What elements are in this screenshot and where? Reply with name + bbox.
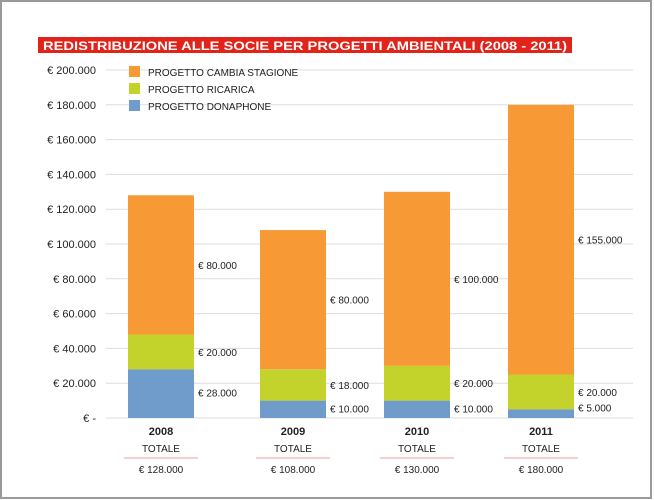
y-tick-label: € 200.000 — [47, 65, 96, 77]
y-tick-label: € 20.000 — [53, 378, 96, 390]
totals-header: TOTALE — [274, 444, 312, 455]
y-tick-label: € 80.000 — [53, 274, 96, 286]
chart-title-background — [38, 37, 572, 53]
bar-segment-2008-1 — [128, 334, 194, 370]
y-tick-label: € 100.000 — [47, 239, 96, 251]
bar-segment-2008-2 — [128, 195, 194, 335]
bar-segment-2009-2 — [260, 230, 326, 370]
data-label: € 10.000 — [330, 404, 369, 415]
legend-swatch — [129, 83, 140, 94]
x-tick-label: 2008 — [149, 426, 173, 438]
totals-table: 2008 TOTALE € 128.000 2009 TOTALE € 108.000 20… — [124, 426, 578, 476]
totals-header: TOTALE — [142, 444, 180, 455]
chart-title: REDISTRIBUZIONE ALLE SOCIE PER PROGETTI … — [43, 39, 567, 53]
bar-segment-2009-0 — [260, 400, 326, 418]
data-label: € 10.000 — [454, 404, 493, 415]
y-tick-label: € 160.000 — [47, 135, 96, 147]
legend: PROGETTO CAMBIA STAGIONE PROGETTO RICARIC… — [129, 66, 299, 113]
chart-title-group: REDISTRIBUZIONE ALLE SOCIE PER PROGETTI … — [38, 37, 572, 53]
bar-segment-2010-1 — [384, 365, 450, 401]
bar-segment-2011-0 — [508, 409, 574, 418]
totals-header: TOTALE — [398, 444, 436, 455]
data-label: € 20.000 — [454, 379, 493, 390]
total-value: € 130.000 — [395, 465, 440, 476]
data-label: € 20.000 — [198, 348, 237, 359]
data-label: € 155.000 — [578, 236, 623, 247]
y-tick-label: € 140.000 — [47, 169, 96, 181]
total-value: € 180.000 — [519, 465, 564, 476]
bar-segment-2010-0 — [384, 400, 450, 418]
x-tick-label: 2009 — [281, 426, 305, 438]
data-label: € 18.000 — [330, 381, 369, 392]
data-label: € 80.000 — [198, 261, 237, 272]
y-tick-label: € 60.000 — [53, 309, 96, 321]
y-tick-label: € - — [83, 413, 96, 425]
y-tick-label: € 180.000 — [47, 100, 96, 112]
legend-swatch — [129, 66, 140, 77]
bar-segment-2008-0 — [128, 369, 194, 418]
y-tick-label: € 40.000 — [53, 343, 96, 355]
x-tick-label: 2011 — [529, 426, 553, 438]
x-tick-label: 2010 — [405, 426, 429, 438]
bar-segment-2010-2 — [384, 191, 450, 366]
bars: € 28.000 € 20.000 € 80.000 € 10.000 € 18.000… — [128, 104, 623, 418]
bar-segment-2011-1 — [508, 374, 574, 410]
legend-label: PROGETTO DONAPHONE — [148, 102, 271, 113]
y-axis: € - € 20.000 € 40.000 € 60.000 € 80.000 € 100… — [47, 65, 96, 425]
data-label: € 100.000 — [454, 275, 499, 286]
bar-segment-2011-2 — [508, 104, 574, 375]
data-label: € 80.000 — [330, 296, 369, 307]
bar-segment-2009-1 — [260, 369, 326, 401]
legend-swatch — [129, 100, 140, 111]
y-tick-label: € 120.000 — [47, 204, 96, 216]
legend-label: PROGETTO CAMBIA STAGIONE — [148, 68, 299, 79]
total-value: € 128.000 — [139, 465, 184, 476]
total-value: € 108.000 — [271, 465, 316, 476]
totals-header: TOTALE — [522, 444, 560, 455]
data-label: € 28.000 — [198, 389, 237, 400]
data-label: € 20.000 — [578, 388, 617, 399]
data-label: € 5.000 — [578, 403, 612, 414]
legend-label: PROGETTO RICARICA — [148, 85, 255, 96]
